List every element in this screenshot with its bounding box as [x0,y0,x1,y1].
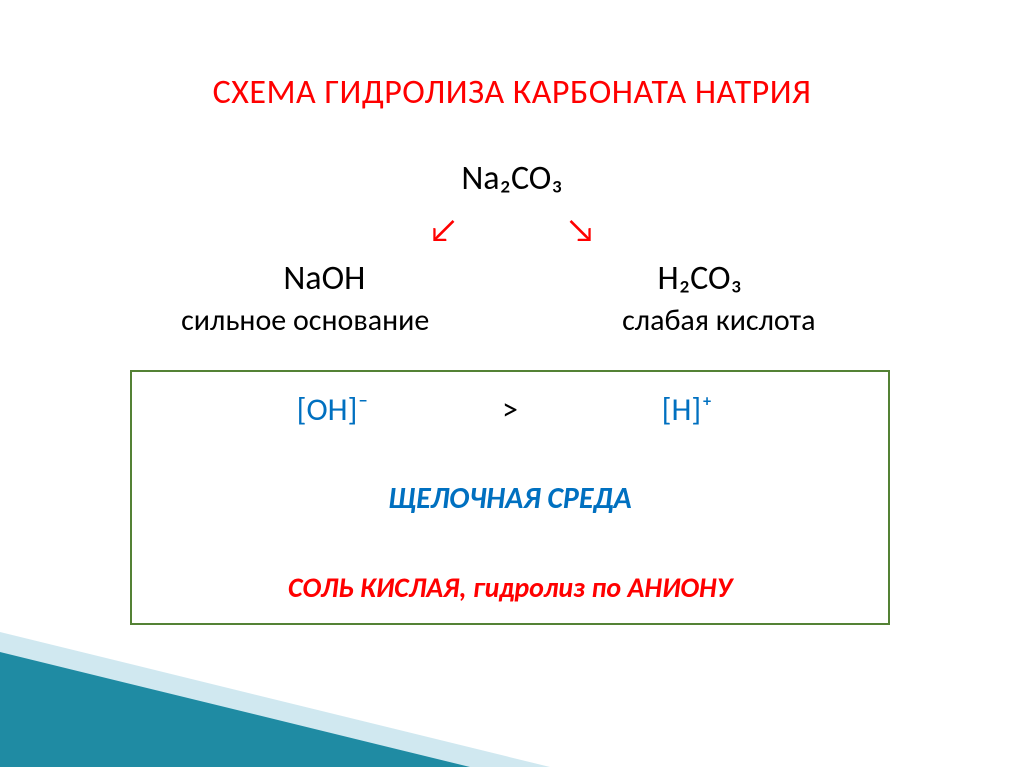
ion-hydroxide: [OH]⁻ [223,390,443,429]
salt-conclusion: СОЛЬ КИСЛАЯ, гидролиз по АНИОНУ [130,570,890,605]
ion-hydrogen: [H]⁺ [577,390,797,429]
formula-na2co3: Na₂CO₃ [0,158,1024,199]
formula-naoh: NaOH [174,258,474,299]
branch-formulas: NaOH H₂CO₃ [0,258,1024,299]
branch-descriptions: сильное основание слабая кислота [0,302,1024,339]
environment-label: ЩЕЛОЧНАЯ СРЕДА [130,480,890,517]
desc-strong-base: сильное основание [125,302,485,339]
desc-weak-acid: слабая кислота [539,302,899,339]
formula-h2co3: H₂CO₃ [550,258,850,299]
greater-than: > [450,390,570,429]
split-arrows: ↙ ↘ [0,210,1024,251]
arrow-down-left-icon: ↙ [428,210,458,251]
ion-comparison: [OH]⁻ > [H]⁺ [130,390,890,429]
arrow-down-right-icon: ↘ [566,210,596,251]
slide-title: СХЕМА ГИДРОЛИЗА КАРБОНАТА НАТРИЯ [0,72,1024,113]
decoration-triangle-dark [0,652,470,767]
